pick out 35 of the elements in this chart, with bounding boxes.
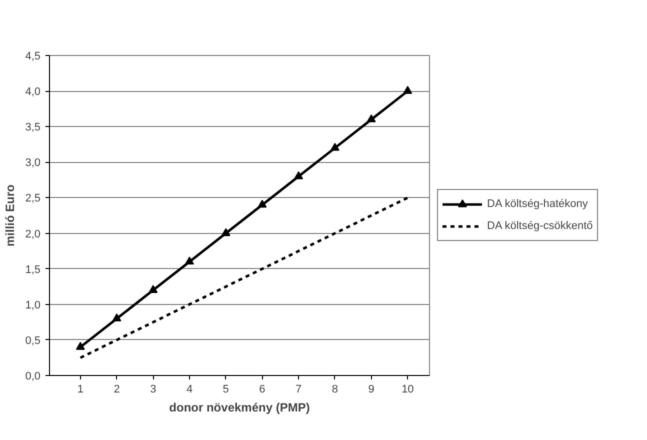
y-tick-label: 2,0 — [25, 228, 41, 240]
point — [221, 228, 230, 236]
point — [294, 171, 304, 180]
y-tick-label: 3,5 — [25, 122, 41, 134]
point — [403, 86, 412, 94]
legend-label: DA költség-csökkentő — [487, 220, 593, 232]
point — [185, 256, 194, 265]
x-tick-label: 7 — [296, 384, 302, 396]
x-tick-label: 6 — [259, 384, 266, 396]
x-tick-label: 5 — [222, 384, 229, 396]
x-tick-label: 9 — [368, 384, 374, 396]
y-tick-label: 4,0 — [25, 86, 41, 98]
point — [366, 114, 376, 122]
y-tick-label: 1,5 — [25, 264, 41, 276]
y-tick-label: 2,5 — [25, 192, 41, 205]
legend-label: DA költség-hatékony — [487, 198, 588, 210]
x-tick-label: 2 — [114, 384, 120, 396]
x-tick-label: 10 — [402, 384, 414, 396]
point — [258, 200, 267, 208]
y-tick-label: 3,0 — [25, 157, 41, 170]
point — [330, 142, 340, 151]
x-axis-title: donor növekmény (PMP) — [169, 400, 310, 414]
line-series — [79, 196, 409, 359]
x-tick-label: 4 — [186, 384, 193, 396]
y-axis-title: millió Euro — [3, 184, 18, 246]
y-tick-label: 0,5 — [25, 334, 41, 347]
y-tick-label: 1,0 — [25, 299, 41, 312]
x-tick-label: 8 — [332, 384, 338, 396]
x-tick-label: 3 — [150, 384, 156, 396]
y-tick-label: 0,0 — [25, 370, 41, 382]
x-tick-label: 1 — [77, 384, 84, 396]
point — [76, 342, 85, 350]
y-tick-label: 4,5 — [25, 50, 41, 62]
point — [112, 313, 122, 322]
point — [148, 285, 158, 293]
